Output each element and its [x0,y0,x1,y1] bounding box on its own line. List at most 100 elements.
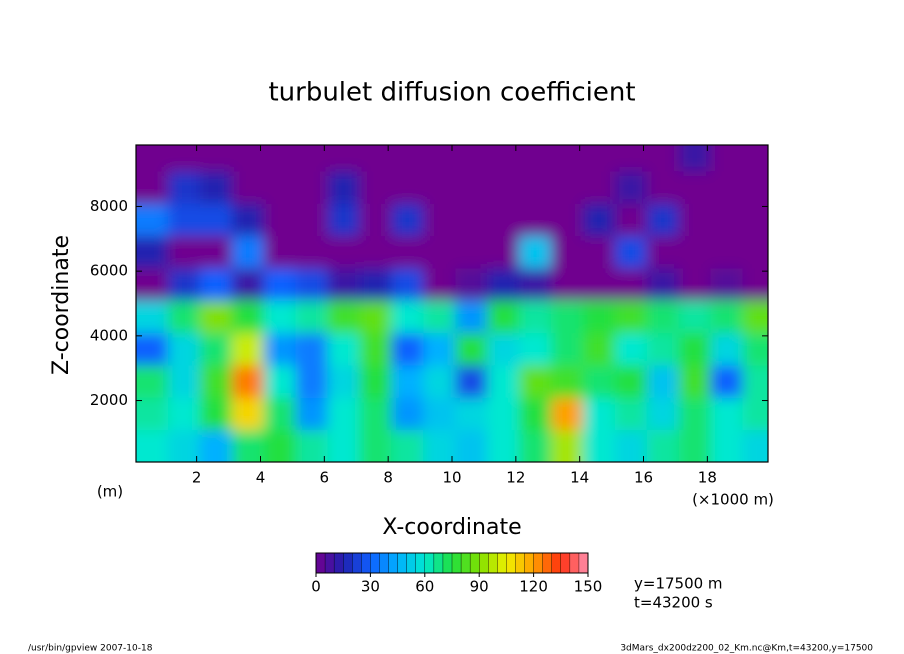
contour-cell [455,235,488,269]
contour-cell [582,145,616,172]
colorbar-segment [343,552,353,574]
colorbar-tick-label: 120 [519,578,548,596]
contour-cell [199,235,233,269]
contour-cell [359,235,392,269]
x-tick-label: 6 [320,469,330,487]
colorbar-tick-label: 60 [415,578,434,596]
contour-cell [199,332,233,366]
contour-cell [455,267,488,301]
contour-cell [550,170,584,204]
contour-cell [614,203,648,237]
colorbar-frame [315,552,589,574]
contour-cell [582,300,616,334]
contour-cell [295,397,329,431]
contour-cell [487,145,520,172]
contour-cell [136,364,169,398]
contour-cell [742,364,768,398]
contour-cell [295,267,329,301]
contour-cell [519,429,552,462]
colorbar-segment [324,552,335,574]
contour-cell [455,332,488,366]
contour-cell [646,300,680,334]
contour-cell [167,145,201,172]
contour-cell [327,170,360,204]
contour-cell [678,235,712,269]
contour-cell [359,203,392,237]
contour-cell [199,145,233,172]
contour-cell [519,203,552,237]
contour-cell [519,332,552,366]
x-tick-label: 14 [570,469,589,487]
contour-cell [199,397,233,431]
contour-cell [136,170,169,204]
contour-cell [742,235,768,269]
contour-cell [391,397,424,431]
contour-cell [550,364,584,398]
colorbar-segment [397,552,408,574]
contour-cell [742,267,768,301]
contour-cell [167,235,201,269]
contour-cell [295,203,329,237]
contour-cell [646,145,680,172]
contour-cell [231,300,265,334]
colorbar-segment [433,552,444,574]
contour-cell [391,267,424,301]
contour-cell [136,300,169,334]
contour-cell [550,235,584,269]
contour-cell [199,170,233,204]
contour-cell [359,429,392,462]
y-tick-label: 6000 [90,262,128,280]
x-tick-label: 2 [192,469,202,487]
contour-cell [710,145,743,172]
contour-cell [550,332,584,366]
contour-cell [646,429,680,462]
contour-cell [231,364,265,398]
contour-cell [359,397,392,431]
contour-cell [295,235,329,269]
x-tick-label: 4 [256,469,266,487]
contour-cell [582,332,616,366]
contour-cell [455,397,488,431]
contour-cell [359,364,392,398]
colorbar-segment [542,552,553,574]
contour-cell [167,397,201,431]
colorbar-segment [551,552,562,574]
contour-cell [487,397,520,431]
contour-cell [678,267,712,301]
contour-cell [742,170,768,204]
contour-cell [327,332,360,366]
contour-cell [455,300,488,334]
contour-cell [136,203,169,237]
contour-cell [582,429,616,462]
contour-cell [423,235,456,269]
contour-cell [678,300,712,334]
colorbar-segment [388,552,399,574]
contour-cell [710,364,743,398]
contour-cell [199,267,233,301]
contour-cell [678,332,712,366]
contour-cell [423,203,456,237]
contour-cell [710,397,743,431]
contour-cell [391,364,424,398]
contour-cell [423,267,456,301]
y-tick-label: 4000 [90,326,128,344]
contour-cell [391,235,424,269]
contour-cell [519,300,552,334]
contour-cell [614,429,648,462]
colorbar-segment [560,552,571,574]
contour-cell [231,429,265,462]
contour-cell [327,397,360,431]
contour-cell [455,364,488,398]
contour-cell [423,300,456,334]
colorbar-tick-label: 30 [361,578,380,596]
colorbar-segment [460,552,471,574]
contour-cell [487,364,520,398]
colorbar-segment [488,552,498,574]
contour-cell [519,267,552,301]
contour-cell [136,145,169,172]
contour-cell [359,170,392,204]
contour-cell [199,364,233,398]
contour-cell [742,332,768,366]
contour-cell [678,397,712,431]
